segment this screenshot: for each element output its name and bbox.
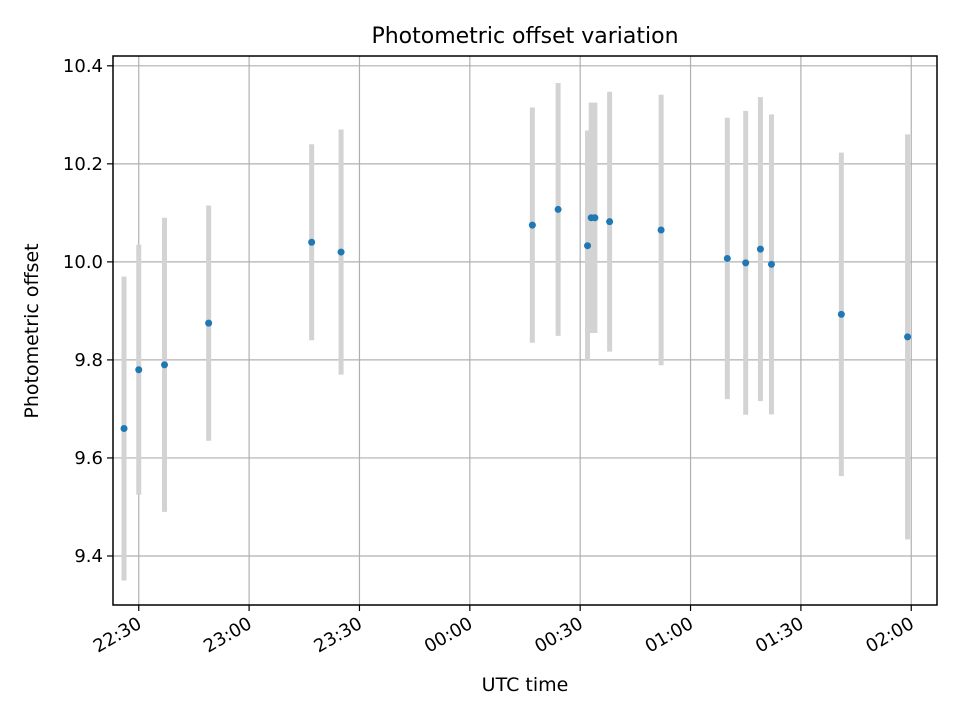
data-point — [554, 205, 562, 213]
data-point — [120, 425, 128, 433]
data-point — [742, 259, 750, 267]
data-point — [205, 319, 213, 327]
data-point — [161, 361, 168, 369]
data-point — [528, 221, 536, 229]
y-axis-ticks: 9.4 9.6 9.8 10.0 10.2 10.4 — [63, 56, 113, 567]
data-point — [723, 254, 731, 262]
data-point — [657, 226, 665, 234]
data-point — [337, 248, 345, 256]
data-point — [308, 238, 316, 246]
data-point — [135, 366, 143, 374]
y-tick-label: 10.2 — [63, 154, 103, 175]
data-point — [584, 242, 592, 250]
data-point — [606, 218, 614, 226]
plot-frame — [112, 55, 938, 606]
chart-title: Photometric offset variation — [371, 24, 678, 49]
data-point — [837, 310, 845, 318]
y-tick-label: 9.4 — [74, 546, 103, 567]
y-tick-label: 9.6 — [74, 448, 103, 469]
data-point — [767, 260, 775, 268]
data-point — [904, 333, 912, 341]
data-point — [591, 214, 599, 222]
y-tick-label: 9.8 — [74, 350, 103, 371]
x-axis-label: UTC time — [482, 674, 569, 696]
y-tick-label: 10.0 — [63, 252, 103, 273]
grid — [113, 56, 937, 605]
data-point — [756, 245, 764, 253]
y-axis-label: Photometric offset — [21, 243, 43, 418]
data-points — [120, 205, 912, 433]
y-tick-label: 10.4 — [63, 56, 103, 77]
